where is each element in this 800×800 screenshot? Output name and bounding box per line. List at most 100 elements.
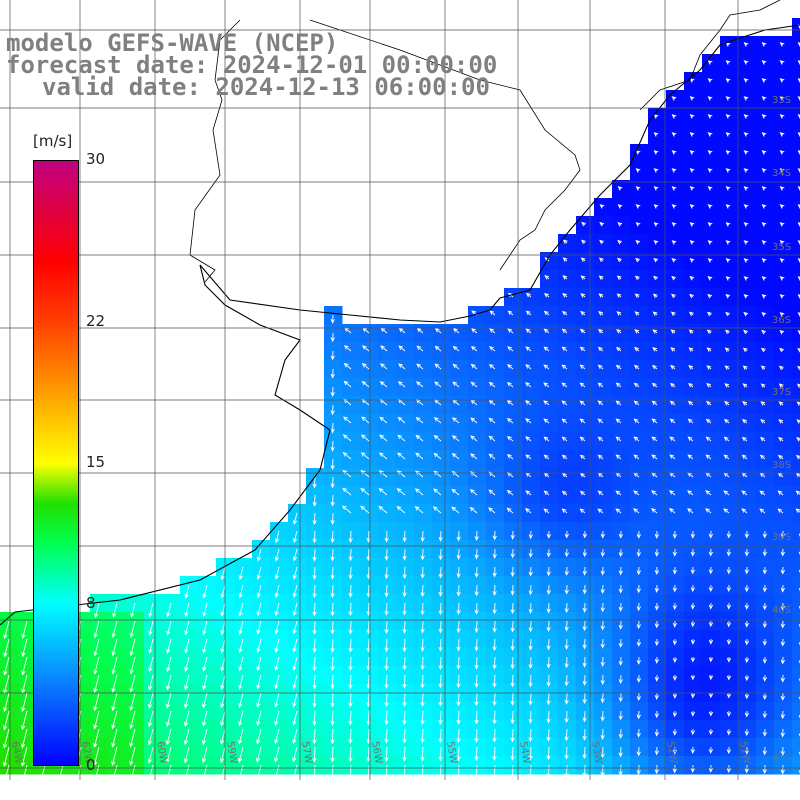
speed-cell [576,360,595,379]
wind-arrow [726,656,732,663]
longitude-label: 64W [9,741,24,765]
speed-cell [738,324,757,343]
speed-cell [702,342,721,361]
wind-arrow [618,710,623,721]
speed-cell [540,252,559,271]
speed-cell [702,270,721,289]
wind-arrow [255,764,262,782]
wind-arrow [562,310,568,316]
speed-cell [648,216,667,235]
wind-arrow [238,692,244,709]
wind-arrow [690,764,695,773]
speed-cell [396,360,415,379]
wind-arrow [184,656,190,673]
wind-arrow [21,692,28,712]
wind-arrow [433,452,442,460]
speed-cell [468,396,487,415]
wind-arrow [93,692,100,712]
speed-cell [576,216,595,235]
speed-cell [612,360,631,379]
speed-cell [684,396,703,415]
wind-arrow [777,490,784,496]
wind-arrow [744,746,749,755]
wind-arrow [433,488,442,496]
wind-arrow [654,620,659,629]
wind-arrow [312,602,317,617]
wind-arrow [111,674,118,693]
wind-arrow [510,728,515,743]
speed-cell [648,450,667,469]
wind-arrow [779,240,785,245]
wind-arrow [438,656,443,671]
wind-arrow [762,530,767,539]
wind-arrow [600,584,605,595]
wind-arrow [671,240,677,245]
wind-arrow [506,399,514,406]
wind-arrow [348,638,353,653]
wind-arrow [582,566,587,576]
speed-cell [522,468,541,487]
wind-arrow [600,746,605,759]
wind-arrow [617,239,623,245]
speed-cell [702,360,721,379]
speed-cell [648,396,667,415]
wind-arrow [492,728,497,743]
speed-cell [666,216,685,235]
wind-arrow [330,530,335,544]
speed-cell [648,270,667,289]
wind-arrow [543,292,550,298]
wind-arrow [202,638,208,654]
wind-arrow [510,710,515,725]
speed-cell [648,306,667,325]
speed-cell [630,450,649,469]
speed-cell [792,414,800,433]
wind-arrow [330,764,335,781]
wind-arrow [654,764,659,775]
wind-arrow [420,548,425,561]
wind-arrow [238,620,244,636]
wind-arrow [456,584,461,597]
speed-cell [792,252,800,271]
wind-arrow [561,508,568,514]
speed-cell [396,468,415,487]
wind-arrow [634,311,640,316]
speed-cell [576,324,595,343]
wind-arrow [420,656,425,671]
speed-cell [756,324,775,343]
speed-cell [486,306,505,325]
wind-arrow [671,222,677,227]
wind-arrow [469,506,478,514]
wind-arrow [528,728,533,743]
speed-cell [738,378,757,397]
speed-cell [648,126,667,145]
wind-arrow [379,381,388,388]
speed-cell [774,342,793,361]
speed-cell [504,396,523,415]
speed-cell [630,270,649,289]
model-title: modelo GEFS-WAVE (NCEP) [6,29,339,57]
wind-arrow [506,453,514,460]
wind-arrow [618,656,623,666]
wind-arrow [202,710,208,727]
wind-arrow [651,490,658,496]
wind-arrow [380,345,388,352]
speed-cell [792,486,800,505]
wind-arrow [687,508,694,514]
speed-cell [720,486,739,505]
speed-cell [720,72,739,91]
wind-arrow [708,710,714,717]
wind-arrow [689,293,694,299]
speed-cell [576,486,595,505]
speed-cell [774,180,793,199]
wind-arrow [654,566,659,575]
wind-arrow [129,728,136,748]
wind-arrow [525,490,532,496]
wind-arrow [616,311,622,316]
wind-arrow [2,746,10,768]
speed-cell [684,306,703,325]
speed-cell [540,270,559,289]
wind-arrow [761,78,767,83]
wind-arrow [796,383,800,389]
wind-arrow [618,674,623,685]
